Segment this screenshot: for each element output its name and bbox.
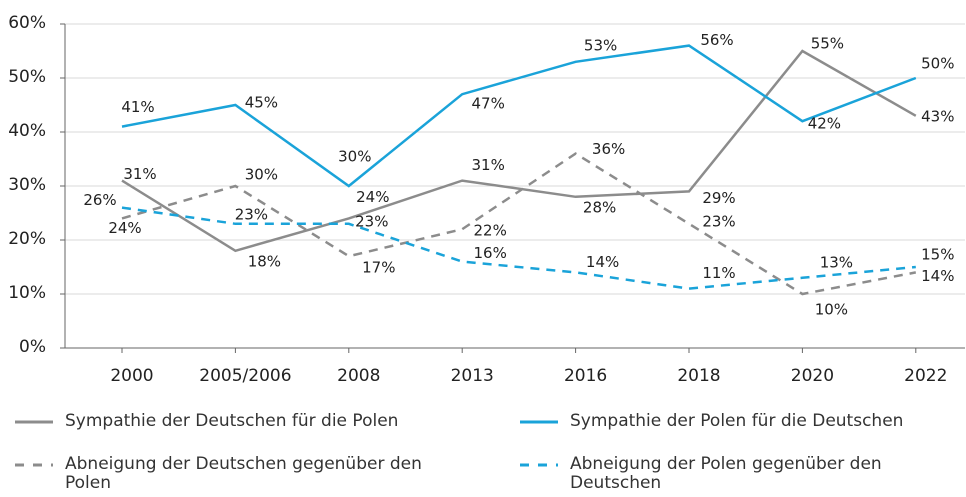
legend-item: Sympathie der Polen für die Deutschen bbox=[520, 412, 940, 431]
value-label: 14% bbox=[921, 267, 954, 285]
x-tick-label: 2013 bbox=[451, 366, 494, 386]
y-tick-label: 10% bbox=[8, 283, 46, 303]
legend-swatch bbox=[15, 420, 53, 424]
value-label: 47% bbox=[472, 95, 505, 113]
value-label: 23% bbox=[235, 205, 268, 223]
legend-item: Abneigung der Polen gegenüber den Deutsc… bbox=[520, 455, 940, 493]
y-tick-label: 30% bbox=[8, 175, 46, 195]
value-label: 30% bbox=[338, 148, 371, 166]
series-line bbox=[121, 49, 917, 253]
value-label: 16% bbox=[474, 244, 507, 262]
y-tick-label: 0% bbox=[19, 337, 46, 357]
x-tick-label: 2020 bbox=[791, 366, 834, 386]
value-label: 43% bbox=[921, 107, 954, 125]
x-tick-label: 2000 bbox=[110, 366, 153, 386]
legend-label: Sympathie der Polen für die Deutschen bbox=[570, 411, 904, 431]
value-label: 15% bbox=[921, 246, 954, 264]
value-label: 23% bbox=[355, 212, 388, 230]
value-label: 14% bbox=[586, 253, 619, 271]
legend-label: Sympathie der Deutschen für die Polen bbox=[65, 411, 399, 431]
value-label: 10% bbox=[815, 301, 848, 319]
legend-item: Sympathie der Deutschen für die Polen bbox=[15, 412, 435, 431]
value-label: 55% bbox=[811, 35, 844, 53]
value-label: 30% bbox=[245, 166, 278, 184]
value-label: 41% bbox=[121, 98, 154, 116]
value-label: 13% bbox=[820, 253, 853, 271]
value-label: 17% bbox=[362, 259, 395, 277]
x-tick-label: 2005/2006 bbox=[199, 366, 291, 386]
value-label: 31% bbox=[472, 156, 505, 174]
value-label: 56% bbox=[700, 31, 733, 49]
value-label: 24% bbox=[108, 219, 141, 237]
value-label: 26% bbox=[83, 191, 116, 209]
value-label: 29% bbox=[702, 189, 735, 207]
legend-swatch bbox=[15, 463, 53, 467]
x-tick-label: 2018 bbox=[677, 366, 720, 386]
legend-item: Abneigung der Deutschen gegenüber den Po… bbox=[15, 455, 435, 493]
value-label: 22% bbox=[474, 222, 507, 240]
value-label: 45% bbox=[245, 94, 278, 112]
series-line bbox=[121, 44, 917, 188]
legend-label: Abneigung der Polen gegenüber den Deutsc… bbox=[570, 454, 882, 493]
chart: 0% 10% 20% 30% 40% 50% 60% 2000 2005/2006 2008 201… bbox=[8, 13, 965, 386]
x-tick-label: 2022 bbox=[904, 366, 947, 386]
y-tick-label: 60% bbox=[8, 13, 46, 33]
x-tick-label: 2008 bbox=[337, 366, 380, 386]
value-label: 18% bbox=[248, 252, 281, 270]
value-label: 42% bbox=[808, 115, 841, 133]
value-label: 31% bbox=[123, 165, 156, 183]
legend-label: Abneigung der Deutschen gegenüber den Po… bbox=[65, 454, 422, 493]
value-label: 24% bbox=[356, 188, 389, 206]
value-label: 50% bbox=[921, 55, 954, 73]
x-tick-label: 2016 bbox=[564, 366, 607, 386]
value-label: 28% bbox=[583, 198, 616, 216]
value-label: 23% bbox=[702, 212, 735, 230]
y-tick-label: 50% bbox=[8, 67, 46, 87]
value-label: 53% bbox=[584, 36, 617, 54]
y-tick-label: 40% bbox=[8, 121, 46, 141]
legend-swatch bbox=[520, 420, 558, 424]
series-line bbox=[121, 206, 916, 290]
series-line bbox=[121, 152, 917, 296]
legend-swatch bbox=[520, 463, 558, 467]
value-label: 11% bbox=[702, 264, 735, 282]
value-label: 36% bbox=[592, 140, 625, 158]
y-tick-label: 20% bbox=[8, 229, 46, 249]
